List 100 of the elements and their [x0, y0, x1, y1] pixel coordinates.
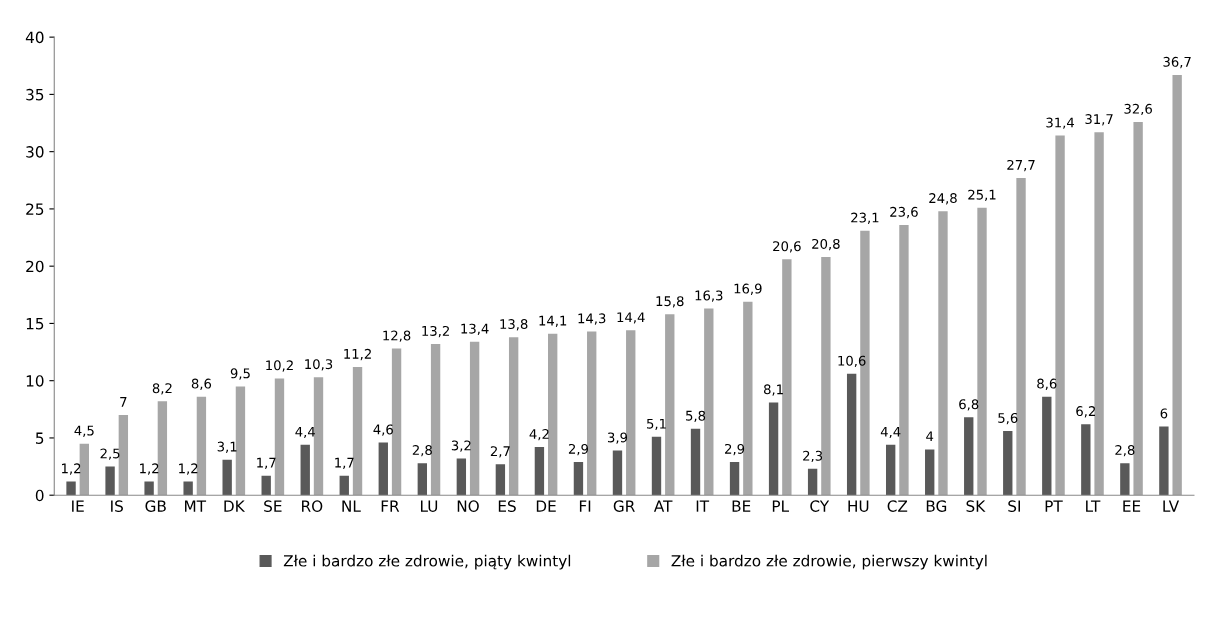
- x-tick-label: GR: [613, 500, 635, 512]
- bar: [274, 378, 285, 496]
- bar: [495, 464, 506, 496]
- bar: [508, 337, 519, 496]
- bar: [157, 401, 168, 496]
- bar: [469, 341, 480, 496]
- data-label: 2,8: [1115, 445, 1135, 457]
- data-label: 11,2: [344, 348, 371, 361]
- y-tick-label: 25: [26, 203, 44, 215]
- data-label: 6,8: [959, 399, 979, 411]
- data-label: 5,8: [686, 410, 706, 423]
- bar: [821, 257, 831, 496]
- bar: [1081, 424, 1091, 496]
- bar: [548, 333, 558, 496]
- data-label: 10,6: [838, 355, 866, 368]
- data-label: 14,1: [539, 315, 567, 327]
- x-tick-label: SK: [966, 500, 986, 512]
- data-label: 23,1: [851, 212, 879, 224]
- bar: [573, 461, 584, 496]
- data-label: 1,7: [257, 457, 276, 469]
- data-label: 2,8: [412, 445, 432, 457]
- y-tick-label: 5: [36, 432, 44, 444]
- x-tick-label: NL: [342, 500, 361, 512]
- data-label: 14,3: [578, 313, 606, 325]
- bar: [925, 449, 935, 496]
- data-label: 13,2: [422, 325, 449, 338]
- bar: [807, 468, 818, 496]
- x-tick-label: IS: [111, 500, 123, 512]
- bar: [261, 475, 271, 496]
- bar: [977, 207, 987, 496]
- data-label: 7: [120, 397, 127, 407]
- bar: [704, 308, 714, 496]
- bar: [651, 436, 662, 496]
- data-label: 3,2: [451, 440, 471, 452]
- data-label: 2,9: [568, 443, 588, 456]
- bar: [1159, 426, 1169, 496]
- data-label: 3,1: [217, 441, 237, 453]
- x-tick-label: DE: [536, 500, 556, 512]
- bar: [417, 463, 427, 496]
- bar: [378, 442, 388, 496]
- data-label: 20,8: [812, 238, 840, 251]
- bar: [768, 402, 779, 496]
- bar: [430, 344, 441, 496]
- data-label: 4,4: [295, 426, 315, 439]
- data-label: 8,1: [763, 384, 783, 396]
- bar: [534, 447, 545, 496]
- bar: [587, 331, 597, 496]
- bar: [1094, 132, 1104, 496]
- data-label: 1,7: [335, 457, 354, 469]
- x-tick-label: LT: [1086, 500, 1101, 512]
- x-tick-label: LV: [1163, 500, 1180, 512]
- data-label: 27,7: [1007, 159, 1035, 172]
- bar: [938, 211, 948, 496]
- x-tick-label: DK: [224, 500, 246, 512]
- data-label: 4: [926, 431, 934, 442]
- data-label: 25,1: [968, 189, 996, 201]
- x-tick-label: FI: [579, 500, 591, 512]
- data-label: 13,8: [500, 319, 528, 331]
- x-tick-label: IT: [696, 500, 710, 512]
- x-tick-label: SI: [1008, 500, 1020, 512]
- data-label: 14,4: [617, 312, 645, 324]
- legend-label: Złe i bardzo złe zdrowie, pierwszy kwintyl: [671, 554, 987, 570]
- bar: [899, 224, 909, 496]
- data-label: 36,7: [1163, 56, 1191, 69]
- data-label: 5,1: [647, 418, 666, 431]
- data-label: 12,8: [383, 330, 411, 342]
- data-label: 2,5: [100, 448, 120, 460]
- x-tick-label: ES: [498, 500, 516, 512]
- bar: [612, 450, 623, 496]
- bar: [352, 366, 363, 496]
- bar: [105, 466, 115, 496]
- bar: [196, 396, 207, 496]
- bar: [1003, 431, 1013, 496]
- bar: [79, 443, 90, 496]
- data-label: 31,4: [1046, 117, 1075, 129]
- bar: [313, 377, 324, 496]
- bar: [66, 481, 76, 496]
- data-label: 2,7: [490, 446, 510, 458]
- x-tick-label: NO: [457, 500, 479, 512]
- x-tick-label: EE: [1123, 500, 1141, 512]
- bar: [690, 428, 701, 496]
- data-label: 1,2: [62, 463, 81, 475]
- data-label: 4,2: [529, 429, 549, 441]
- bar: [1055, 135, 1065, 496]
- bar: [1042, 396, 1052, 496]
- bar: [665, 314, 675, 496]
- data-label: 2,3: [803, 450, 823, 463]
- x-tick-label: LU: [420, 500, 438, 512]
- y-tick-label: 15: [26, 318, 44, 330]
- data-label: 8,6: [191, 378, 212, 390]
- data-label: 1,2: [140, 463, 159, 475]
- bar: [846, 373, 857, 496]
- bar: [456, 458, 467, 496]
- bar: [235, 386, 246, 496]
- bar: [1172, 74, 1182, 496]
- data-label: 5,6: [998, 412, 1018, 425]
- bar: [183, 481, 193, 496]
- bar: [782, 259, 792, 496]
- x-tick-label: PT: [1045, 500, 1063, 512]
- bar: [222, 459, 232, 496]
